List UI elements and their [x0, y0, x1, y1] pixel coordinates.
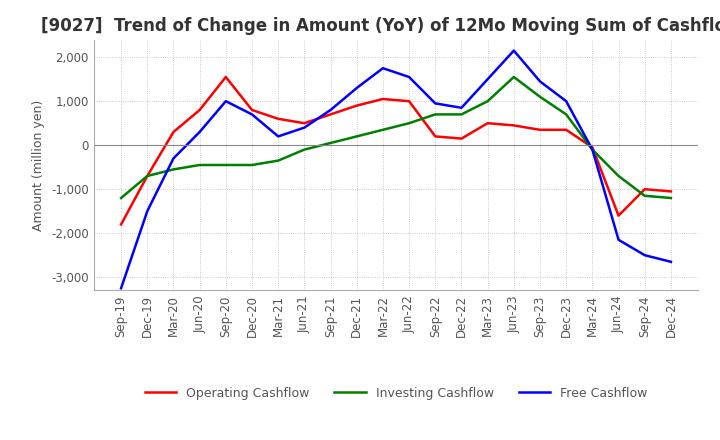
Operating Cashflow [195, 107, 204, 113]
Free Cashflow [640, 253, 649, 258]
Free Cashflow [143, 209, 152, 214]
Operating Cashflow [614, 213, 623, 218]
Operating Cashflow [510, 123, 518, 128]
Investing Cashflow [457, 112, 466, 117]
Investing Cashflow [510, 74, 518, 80]
Free Cashflow [405, 74, 413, 80]
Free Cashflow [248, 112, 256, 117]
Operating Cashflow [274, 116, 282, 121]
Investing Cashflow [143, 173, 152, 179]
Free Cashflow [562, 99, 570, 104]
Operating Cashflow [379, 96, 387, 102]
Free Cashflow [510, 48, 518, 53]
Free Cashflow [222, 99, 230, 104]
Operating Cashflow [536, 127, 544, 132]
Operating Cashflow [352, 103, 361, 108]
Investing Cashflow [195, 162, 204, 168]
Operating Cashflow [457, 136, 466, 141]
Legend: Operating Cashflow, Investing Cashflow, Free Cashflow: Operating Cashflow, Investing Cashflow, … [140, 381, 652, 404]
Free Cashflow [457, 105, 466, 110]
Investing Cashflow [300, 147, 309, 152]
Line: Operating Cashflow: Operating Cashflow [121, 77, 671, 224]
Operating Cashflow [431, 134, 440, 139]
Operating Cashflow [483, 121, 492, 126]
Free Cashflow [588, 147, 597, 152]
Investing Cashflow [352, 134, 361, 139]
Operating Cashflow [640, 187, 649, 192]
Operating Cashflow [169, 129, 178, 135]
Operating Cashflow [405, 99, 413, 104]
Free Cashflow [274, 134, 282, 139]
Free Cashflow [300, 125, 309, 130]
Free Cashflow [352, 85, 361, 91]
Free Cashflow [667, 259, 675, 264]
Operating Cashflow [300, 121, 309, 126]
Investing Cashflow [536, 94, 544, 99]
Operating Cashflow [326, 112, 335, 117]
Investing Cashflow [667, 195, 675, 201]
Investing Cashflow [117, 195, 125, 201]
Investing Cashflow [405, 121, 413, 126]
Free Cashflow [536, 79, 544, 84]
Investing Cashflow [169, 167, 178, 172]
Investing Cashflow [248, 162, 256, 168]
Operating Cashflow [143, 173, 152, 179]
Operating Cashflow [667, 189, 675, 194]
Free Cashflow [483, 77, 492, 82]
Line: Investing Cashflow: Investing Cashflow [121, 77, 671, 198]
Free Cashflow [326, 107, 335, 113]
Operating Cashflow [117, 222, 125, 227]
Investing Cashflow [379, 127, 387, 132]
Investing Cashflow [562, 112, 570, 117]
Investing Cashflow [431, 112, 440, 117]
Investing Cashflow [326, 140, 335, 146]
Line: Free Cashflow: Free Cashflow [121, 51, 671, 288]
Y-axis label: Amount (million yen): Amount (million yen) [32, 99, 45, 231]
Free Cashflow [195, 129, 204, 135]
Investing Cashflow [588, 147, 597, 152]
Operating Cashflow [588, 145, 597, 150]
Investing Cashflow [640, 193, 649, 198]
Investing Cashflow [222, 162, 230, 168]
Free Cashflow [614, 237, 623, 242]
Title: [9027]  Trend of Change in Amount (YoY) of 12Mo Moving Sum of Cashflows: [9027] Trend of Change in Amount (YoY) o… [41, 17, 720, 35]
Operating Cashflow [562, 127, 570, 132]
Free Cashflow [431, 101, 440, 106]
Operating Cashflow [222, 74, 230, 80]
Investing Cashflow [274, 158, 282, 163]
Operating Cashflow [248, 107, 256, 113]
Free Cashflow [117, 286, 125, 291]
Free Cashflow [379, 66, 387, 71]
Free Cashflow [169, 156, 178, 161]
Investing Cashflow [614, 173, 623, 179]
Investing Cashflow [483, 99, 492, 104]
